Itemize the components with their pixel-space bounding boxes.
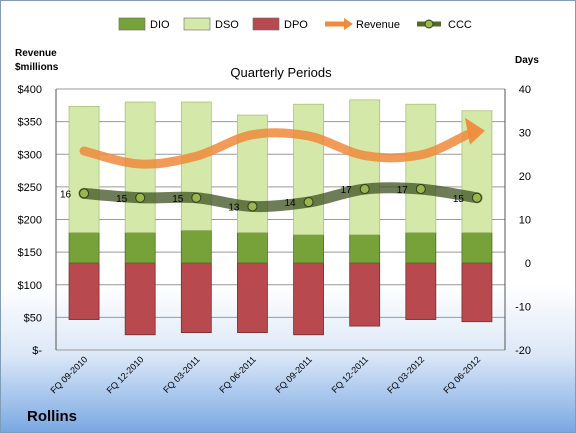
x-tick-label: FQ 03-2011 — [161, 354, 202, 395]
bar-dio — [293, 234, 324, 264]
left-tick-label: $150 — [18, 247, 42, 259]
x-tick-label: FQ 03-2012 — [385, 354, 426, 395]
bar-dio — [461, 232, 493, 264]
left-axis-label-line2: $millions — [15, 62, 59, 73]
legend-label-dio: DIO — [150, 19, 170, 31]
bar-dso — [180, 101, 212, 231]
ccc-point — [471, 192, 482, 203]
bar-dio — [405, 232, 437, 264]
ccc-point — [247, 201, 258, 212]
bar-dso — [405, 103, 437, 233]
left-tick-label: $300 — [18, 149, 42, 161]
right-tick-label: 40 — [519, 84, 531, 96]
x-tick-label: FQ 09-2011 — [273, 354, 314, 395]
company-name: Rollins — [27, 408, 77, 425]
x-tick-label: FQ 09-2010 — [48, 354, 89, 395]
left-axis-label-line1: Revenue — [15, 48, 57, 59]
right-tick-label: 30 — [519, 128, 531, 140]
plot-area: $- $50 $100 $150 $200 $250 $300 $350 $400 -20 -10 0… — [18, 84, 531, 395]
left-tick-label: $350 — [18, 117, 42, 129]
bar-dio — [349, 234, 381, 264]
bar-dso — [349, 99, 381, 236]
ccc-data-label: 17 — [397, 185, 409, 196]
legend-label-revenue: Revenue — [356, 19, 400, 31]
bar-dpo — [237, 262, 268, 333]
legend-swatch-dpo — [252, 17, 280, 31]
bar-dpo — [293, 262, 324, 336]
x-tick-label: FQ 06-2011 — [217, 354, 258, 395]
legend-marker-ccc — [424, 19, 434, 29]
left-tick-label: $200 — [18, 215, 42, 227]
bar-dso — [293, 103, 324, 236]
bar-dso — [68, 106, 100, 233]
x-tick-label: FQ 12-2011 — [330, 354, 371, 395]
bar-dpo — [461, 262, 493, 323]
legend-label-ccc: CCC — [448, 19, 472, 31]
right-axis-label: Days — [515, 55, 539, 66]
ccc-data-label: 16 — [60, 189, 72, 200]
left-tick-label: $50 — [24, 312, 42, 324]
x-tick-label: FQ 06-2012 — [441, 354, 482, 395]
bar-dpo — [124, 262, 156, 336]
ccc-point — [191, 192, 202, 203]
right-tick-label: 10 — [519, 215, 531, 227]
bar-dpo — [349, 262, 381, 327]
revenue-line — [79, 128, 472, 169]
bar-dio — [68, 232, 100, 264]
left-tick-label: $- — [32, 345, 42, 357]
bar-dio — [237, 232, 268, 264]
legend-swatch-dio — [118, 17, 146, 31]
ccc-point — [415, 184, 426, 195]
right-tick-label: -20 — [515, 345, 531, 357]
right-tick-label: 20 — [519, 171, 531, 183]
ccc-data-label: 15 — [172, 194, 184, 205]
ccc-data-label: 14 — [284, 198, 296, 209]
bar-dio — [180, 229, 212, 264]
chart-title: Quarterly Periods — [230, 65, 332, 80]
legend-label-dso: DSO — [215, 19, 239, 31]
right-tick-label: -10 — [515, 302, 531, 314]
bar-dio — [124, 232, 156, 264]
ccc-data-label: 15 — [453, 194, 465, 205]
revenue-arrowhead — [464, 117, 485, 145]
left-tick-label: $100 — [18, 280, 42, 292]
legend-arrow-revenue — [344, 18, 353, 30]
right-tick-label: 0 — [525, 258, 531, 270]
ccc-data-label: 13 — [228, 202, 240, 213]
legend-swatch-dso — [183, 17, 211, 31]
legend-label-dpo: DPO — [284, 19, 308, 31]
left-tick-label: $250 — [18, 182, 42, 194]
ccc-point — [303, 197, 314, 208]
ccc-point — [135, 192, 146, 203]
bar-dpo — [180, 262, 212, 333]
ccc-point — [359, 184, 370, 195]
x-tick-label: FQ 12-2010 — [105, 354, 146, 395]
ccc-data-label: 15 — [116, 194, 128, 205]
legend: DIO DSO DPO Revenue CCC — [118, 17, 472, 31]
ccc-data-label: 17 — [341, 185, 353, 196]
left-tick-label: $400 — [18, 84, 42, 96]
bar-dpo — [68, 262, 100, 320]
ccc-point — [79, 188, 90, 199]
bar-dpo — [405, 262, 437, 320]
